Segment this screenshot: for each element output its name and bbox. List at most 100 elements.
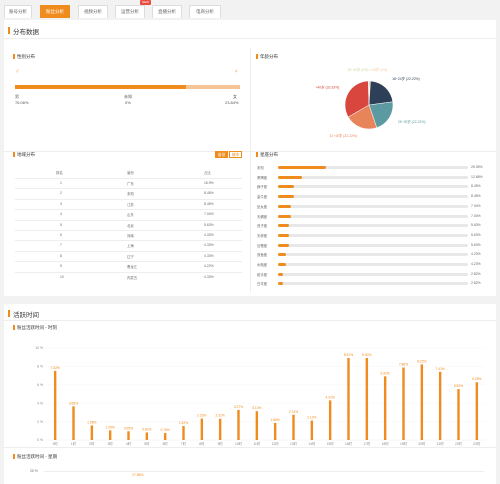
divider xyxy=(4,447,496,448)
table-cell: 4.22% xyxy=(204,264,214,269)
progress-track xyxy=(278,185,468,189)
constellation-name: 狮子座 xyxy=(257,185,268,190)
constellation-title: 星座分布 xyxy=(260,152,278,157)
tab-ecommerce-analysis[interactable]: 电商分析 xyxy=(189,5,221,18)
bar-value-label: 0.76% xyxy=(160,428,169,432)
bar xyxy=(457,389,460,440)
x-tick-label: 11时 xyxy=(253,441,260,446)
constellation-name: 水瓶座 xyxy=(257,263,268,267)
constellation-name: 射手座 xyxy=(257,272,268,277)
progress-fill xyxy=(278,195,294,199)
bar-value-label: 2.31% xyxy=(215,414,224,418)
table-cell: 10 xyxy=(60,274,64,279)
male-label: 男 xyxy=(15,94,19,99)
x-tick-label: 14时 xyxy=(308,441,316,446)
table-cell: 4.33% xyxy=(204,243,214,248)
bar xyxy=(127,431,130,440)
tab-bar: 账号分析 粉丝分析 视频分析 运营分析 NEW 直播分析 电商分析 xyxy=(0,0,500,19)
constellation-name: 双子座 xyxy=(257,224,268,229)
gender-title: 性别分布 xyxy=(17,54,35,59)
male-value: 76.06% xyxy=(15,100,29,105)
progress-fill xyxy=(278,243,289,247)
bar-value-label: 4.31% xyxy=(325,395,334,399)
bar-value-label: 3.13% xyxy=(252,406,261,410)
progress-track xyxy=(278,253,468,257)
constellation-value: 25.35% xyxy=(471,165,483,169)
x-tick-label: 19时 xyxy=(400,441,408,446)
bar-value-label: 8.92% xyxy=(362,353,371,357)
bar-value-label: 8.91% xyxy=(344,353,353,357)
row-divider xyxy=(15,188,242,190)
unknown-label: 未知 xyxy=(124,94,132,99)
x-tick-label: 1时 xyxy=(71,441,77,446)
bar-value-label: 0.95% xyxy=(124,426,133,430)
table-cell: 1 xyxy=(60,181,62,185)
x-tick-label: 2时 xyxy=(89,441,95,446)
subsection-marker xyxy=(256,54,258,59)
constellation-value: 2.82% xyxy=(471,271,481,276)
y-tick-label: 4 % xyxy=(37,401,43,405)
pie-label: 25~30岁 (22.22%) xyxy=(398,119,426,124)
table-cell: 4.33% xyxy=(204,253,214,258)
bar xyxy=(182,426,185,440)
table-cell: 山东 xyxy=(127,213,134,218)
subsection-marker xyxy=(13,454,15,459)
row-divider xyxy=(15,261,242,263)
x-tick-label: 9时 xyxy=(218,441,224,446)
constellation-name: 处女座 xyxy=(257,204,268,209)
tab-video-analysis[interactable]: 视频分析 xyxy=(78,5,108,18)
table-cell: 8.45% xyxy=(204,191,214,196)
bar xyxy=(273,422,277,440)
table-header: 占比 xyxy=(204,171,211,175)
bar-value-label: 6.28% xyxy=(472,377,481,381)
bar-value-label: 2.12% xyxy=(307,415,316,419)
constellation-name: 双鱼座 xyxy=(257,253,268,258)
female-icon: ♀ xyxy=(234,69,239,75)
constellation-name: 天蝎座 xyxy=(257,214,268,219)
tab-operation-analysis[interactable]: 运营分析 xyxy=(115,5,145,18)
x-tick-label: 5时 xyxy=(144,441,150,446)
bar xyxy=(72,406,75,440)
table-cell: 2 xyxy=(60,191,62,196)
province-toggle[interactable]: 省份 xyxy=(215,151,228,158)
pie-slice xyxy=(368,101,394,129)
row-divider xyxy=(15,178,242,179)
city-toggle[interactable]: 城市 xyxy=(229,151,242,158)
tab-account-analysis[interactable]: 账号分析 xyxy=(4,5,32,18)
bar-value-label: 7.88% xyxy=(399,363,408,367)
pie-slice xyxy=(347,104,378,130)
bar xyxy=(475,382,479,440)
divider xyxy=(4,38,496,39)
progress-track xyxy=(278,233,468,237)
progress-fill xyxy=(278,204,292,208)
bar xyxy=(328,400,332,440)
x-tick-label: 23时 xyxy=(473,441,481,446)
bar xyxy=(438,371,442,440)
progress-fill xyxy=(278,263,286,266)
y-tick-label: 8 % xyxy=(37,365,43,369)
progress-fill xyxy=(278,166,326,169)
bar xyxy=(347,358,350,440)
bar-value-label: 6.92% xyxy=(380,371,389,375)
activity-panel: 活跃时间 粉丝活跃时间 - 时刻 10 % 8 % 6 % 4 % 2 % 0 % 7.52… xyxy=(4,304,496,484)
tab-live-analysis[interactable]: 直播分析 xyxy=(152,5,182,18)
table-cell: 上海 xyxy=(127,244,134,249)
x-tick-label: 20时 xyxy=(418,441,426,446)
bar xyxy=(310,420,314,440)
table-cell: 6 xyxy=(60,233,62,237)
bar xyxy=(365,357,369,440)
bar-value-label: 1.52% xyxy=(179,421,188,425)
constellation-value: 7.04% xyxy=(471,203,481,208)
bar xyxy=(255,411,259,440)
x-tick-label: 0时 xyxy=(53,441,59,446)
y-tick-label: 2 % xyxy=(37,420,43,424)
constellation-value: 4.23% xyxy=(471,262,481,266)
y-tick-label: 6 % xyxy=(37,383,43,387)
x-tick-label: 8时 xyxy=(199,441,205,446)
tab-fans-analysis[interactable]: 粉丝分析 xyxy=(40,5,70,18)
constellation-value: 7.04% xyxy=(471,213,481,218)
constellation-name: 白羊座 xyxy=(257,282,268,287)
x-tick-label: 13时 xyxy=(290,441,298,446)
table-cell: 江苏 xyxy=(127,202,134,207)
subsection-marker xyxy=(256,152,258,157)
